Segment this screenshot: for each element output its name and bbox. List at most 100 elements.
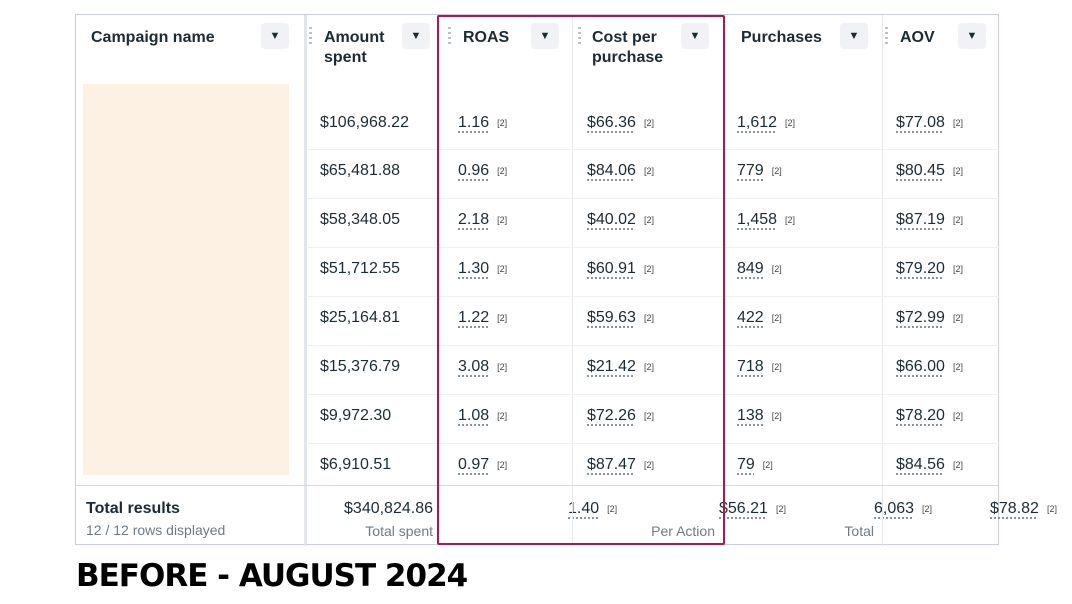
caret-down-icon[interactable]: ▼: [958, 23, 986, 49]
metric-value-link[interactable]: $40.02: [587, 211, 636, 229]
column-header-roas[interactable]: ROAS ▼: [438, 15, 572, 85]
column-header-cpp[interactable]: Cost per purchase ▼: [573, 15, 723, 85]
cell-aov: $80.45 [2]: [896, 161, 998, 181]
metric-value-link[interactable]: $87.47: [587, 456, 636, 474]
metric-value-link[interactable]: $87.19: [896, 211, 945, 229]
caret-down-icon[interactable]: ▼: [261, 23, 289, 49]
metric-value-link[interactable]: 1.30: [458, 260, 490, 278]
footnote-marker: [2]: [785, 118, 796, 128]
cell-aov: $66.00 [2]: [896, 357, 998, 377]
caret-down-icon[interactable]: ▼: [681, 23, 709, 49]
metric-value: $15,376.79: [320, 358, 401, 375]
footnote-marker: [2]: [643, 215, 654, 225]
campaign-names-redacted: [83, 84, 289, 475]
footnote-marker: [2]: [497, 362, 508, 372]
metric-value-link[interactable]: $21.42: [587, 358, 636, 376]
metric-value-link[interactable]: 1.22: [458, 309, 490, 327]
footnote-marker: [2]: [952, 118, 963, 128]
footnote-marker: [2]: [771, 411, 782, 421]
column-amount-spent: Amount spent ▼ $106,968.22 $65,481.88 $58,…: [307, 15, 437, 544]
metric-value-link[interactable]: $60.91: [587, 260, 636, 278]
metric-value-link[interactable]: $80.45: [896, 162, 945, 180]
metric-value-link[interactable]: 138: [737, 407, 764, 425]
cell-amount: $51,712.55: [320, 259, 437, 279]
metric-value-link[interactable]: 422: [737, 309, 764, 327]
footnote-marker: [2]: [1046, 504, 1057, 514]
cell-cpp: $66.36 [2]: [587, 113, 723, 133]
caret-down-icon[interactable]: ▼: [402, 23, 430, 49]
total-aov[interactable]: $78.82: [990, 500, 1039, 518]
column-header-aov[interactable]: AOV ▼: [883, 15, 998, 85]
cell-amount: $65,481.88: [320, 161, 437, 181]
caret-down-icon[interactable]: ▼: [840, 23, 868, 49]
footnote-marker: [2]: [497, 166, 508, 176]
column-header-amount[interactable]: Amount spent ▼: [307, 15, 437, 85]
cell-cpp: $40.02 [2]: [587, 210, 723, 230]
metric-value: $25,164.81: [320, 309, 401, 326]
rows-displayed: 12 / 12 rows displayed: [86, 522, 226, 538]
metric-value-link[interactable]: $79.20: [896, 260, 945, 278]
column-roas: ROAS ▼ 1.16 [2] 0.96 [2] 2.18 [2] 1.30 [2] 1.22 […: [438, 15, 572, 544]
total-cpp-sub: Per Action: [651, 523, 715, 539]
total-purchases[interactable]: 6,063: [874, 500, 915, 518]
metric-value-link[interactable]: 718: [737, 358, 764, 376]
metric-value-link[interactable]: 1.08: [458, 407, 490, 425]
footnote-marker: [2]: [952, 313, 963, 323]
metric-value-link[interactable]: $72.26: [587, 407, 636, 425]
metric-value-link[interactable]: $66.00: [896, 358, 945, 376]
total-cpp[interactable]: $56.21: [719, 500, 768, 518]
cell-cpp: $87.47 [2]: [587, 455, 723, 475]
cell-purchases: 79 [2]: [737, 455, 882, 475]
column-title: Amount spent: [324, 29, 385, 66]
metric-value: $106,968.22: [320, 114, 409, 131]
row-divider: [306, 198, 1000, 199]
footnote-marker: [2]: [607, 504, 618, 514]
grip-icon[interactable]: [309, 27, 312, 45]
metric-value-link[interactable]: 849: [737, 260, 764, 278]
metric-value-link[interactable]: $84.56: [896, 456, 945, 474]
grip-icon[interactable]: [448, 27, 451, 45]
footnote-marker: [2]: [952, 264, 963, 274]
total-roas[interactable]: 1.40: [568, 500, 600, 518]
metric-value-link[interactable]: $72.99: [896, 309, 945, 327]
metric-value-link[interactable]: $77.08: [896, 114, 945, 132]
metric-value-link[interactable]: $84.06: [587, 162, 636, 180]
column-header-campaign[interactable]: Campaign name ▼: [76, 15, 306, 85]
row-divider: [306, 149, 1000, 150]
cell-roas: 1.08 [2]: [458, 406, 572, 426]
footnote-marker: [2]: [785, 215, 796, 225]
row-divider: [306, 443, 1000, 444]
cell-amount: $9,972.30: [320, 406, 437, 426]
footnote-marker: [2]: [643, 411, 654, 421]
metric-value-link[interactable]: 2.18: [458, 211, 490, 229]
footnote-marker: [2]: [762, 460, 773, 470]
cell-amount: $106,968.22: [320, 113, 437, 133]
metric-value-link[interactable]: 3.08: [458, 358, 490, 376]
column-title: Cost per purchase: [592, 29, 664, 66]
metric-value: $51,712.55: [320, 260, 401, 277]
metric-value-link[interactable]: 1,612: [737, 114, 778, 132]
cell-cpp: $59.63 [2]: [587, 308, 723, 328]
grip-icon[interactable]: [578, 27, 581, 45]
column-header-purchases[interactable]: Purchases ▼: [724, 15, 882, 85]
metric-value-link[interactable]: 79: [737, 456, 755, 474]
metric-value-link[interactable]: $66.36: [587, 114, 636, 132]
cell-amount: $15,376.79: [320, 357, 437, 377]
metric-value-link[interactable]: 1,458: [737, 211, 778, 229]
grip-icon[interactable]: [885, 27, 888, 45]
metric-value-link[interactable]: 779: [737, 162, 764, 180]
metric-value-link[interactable]: 0.96: [458, 162, 490, 180]
caption: BEFORE - AUGUST 2024: [76, 558, 468, 594]
footnote-marker: [2]: [771, 313, 782, 323]
metric-value-link[interactable]: 0.97: [458, 456, 490, 474]
metric-value-link[interactable]: $78.20: [896, 407, 945, 425]
row-divider: [306, 394, 1000, 395]
row-divider: [306, 296, 1000, 297]
metric-value-link[interactable]: $59.63: [587, 309, 636, 327]
metric-value: $9,972.30: [320, 407, 392, 424]
cell-roas: 0.97 [2]: [458, 455, 572, 475]
metric-value: $6,910.51: [320, 456, 392, 473]
caret-down-icon[interactable]: ▼: [531, 23, 559, 49]
metric-value-link[interactable]: 1.16: [458, 114, 490, 132]
footnote-marker: [2]: [952, 411, 963, 421]
